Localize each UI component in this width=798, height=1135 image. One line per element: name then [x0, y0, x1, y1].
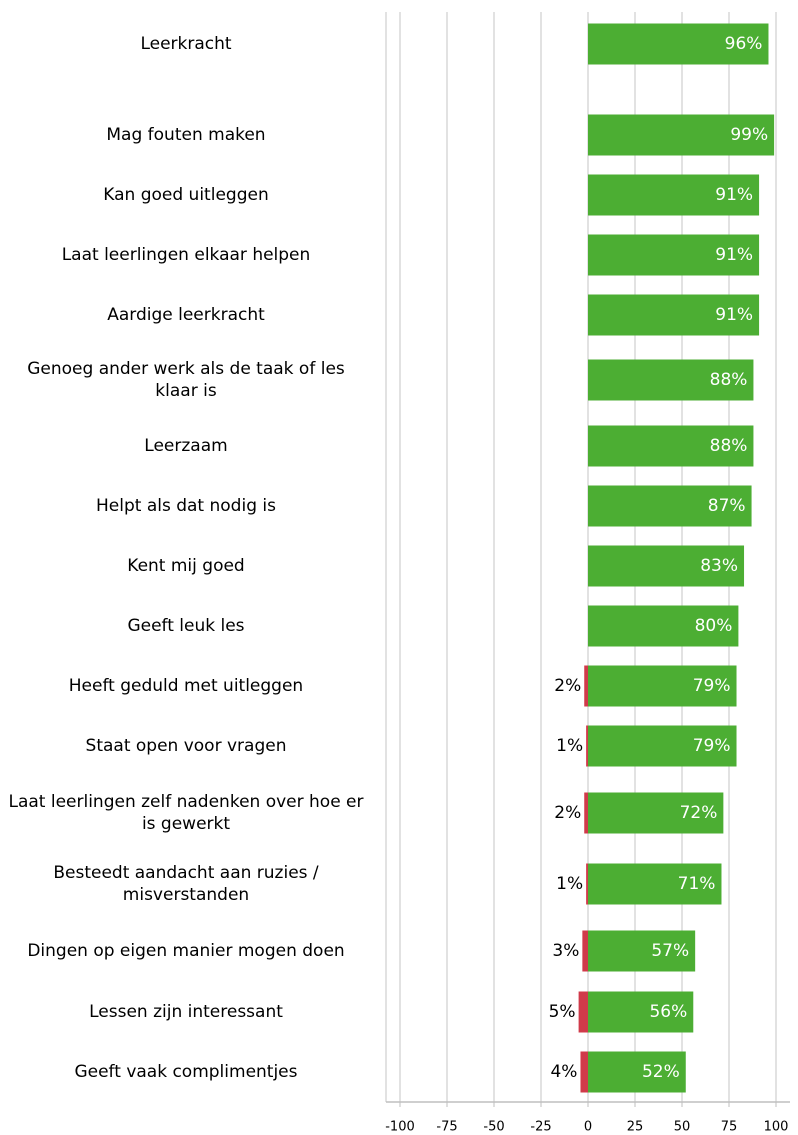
value-label: 56% [649, 1002, 687, 1022]
value-label: 1% [556, 874, 583, 894]
value-label: 3% [552, 941, 579, 961]
bar [588, 665, 737, 707]
value-label: 2% [554, 803, 581, 823]
x-tick-label: 50 [674, 1120, 691, 1135]
bar [588, 234, 760, 276]
value-label: 71% [678, 874, 716, 894]
x-tick-label: 25 [627, 1120, 644, 1135]
category-label: Helpt als dat nodig is [96, 496, 276, 516]
x-tick-label: -100 [385, 1120, 415, 1135]
bar [588, 991, 694, 1033]
value-label: 96% [725, 34, 763, 54]
value-label: 72% [680, 803, 718, 823]
x-tick-label: 100 [764, 1120, 789, 1135]
x-tick-label: -75 [436, 1120, 457, 1135]
category-label: Geeft leuk les [127, 616, 245, 636]
value-label: 91% [715, 305, 753, 325]
category-label: Besteedt aandacht aan ruzies / misversta… [53, 863, 319, 905]
category-label: Staat open voor vragen [85, 736, 287, 756]
value-label: 99% [730, 125, 768, 145]
bar [588, 545, 745, 587]
value-label: 52% [642, 1062, 680, 1082]
value-label: 88% [710, 436, 748, 456]
value-label: 57% [651, 941, 689, 961]
bar [588, 930, 696, 972]
category-label: Laat leerlingen elkaar helpen [61, 245, 311, 265]
bar [580, 1051, 588, 1093]
bar [588, 863, 722, 905]
x-tick-label: 0 [584, 1120, 592, 1135]
bar [578, 991, 588, 1033]
bar [586, 863, 588, 905]
value-label: 5% [549, 1002, 576, 1022]
value-label: 1% [556, 736, 583, 756]
bar [588, 1051, 686, 1093]
bar [582, 930, 588, 972]
bar [588, 23, 769, 65]
category-label: Dingen op eigen manier mogen doen [27, 941, 345, 961]
bar [588, 114, 775, 156]
value-label: 88% [710, 370, 748, 390]
value-label: 91% [715, 185, 753, 205]
bar [584, 665, 588, 707]
value-label: 83% [700, 556, 738, 576]
bar [584, 792, 588, 834]
bar [588, 359, 754, 401]
value-label: 80% [695, 616, 733, 636]
category-label: Aardige leerkracht [107, 305, 265, 325]
x-tick-label: 75 [721, 1120, 738, 1135]
bar [588, 605, 739, 647]
category-label: Lessen zijn interessant [89, 1002, 283, 1022]
value-label: 91% [715, 245, 753, 265]
value-label: 87% [708, 496, 746, 516]
category-label: Kan goed uitleggen [103, 185, 269, 205]
category-label: Kent mij goed [127, 556, 245, 576]
value-label: 79% [693, 736, 731, 756]
bar [588, 174, 760, 216]
bar [588, 485, 752, 527]
bar [586, 725, 588, 767]
bar [588, 425, 754, 467]
category-label: Heeft geduld met uitleggen [68, 676, 304, 696]
x-tick-label: -25 [530, 1120, 551, 1135]
category-label: Mag fouten maken [106, 125, 266, 145]
value-label: 2% [554, 676, 581, 696]
bar [588, 792, 724, 834]
x-tick-label: -50 [483, 1120, 504, 1135]
category-label: Genoeg ander werk als de taak of les kla… [27, 359, 345, 401]
category-label: Leerkracht [140, 34, 232, 54]
bar [588, 294, 760, 336]
value-label: 4% [550, 1062, 577, 1082]
value-label: 79% [693, 676, 731, 696]
category-label: Leerzaam [144, 436, 228, 456]
category-label: Laat leerlingen zelf nadenken over hoe e… [8, 792, 364, 834]
category-label: Geeft vaak complimentjes [74, 1062, 298, 1082]
bar [588, 725, 737, 767]
